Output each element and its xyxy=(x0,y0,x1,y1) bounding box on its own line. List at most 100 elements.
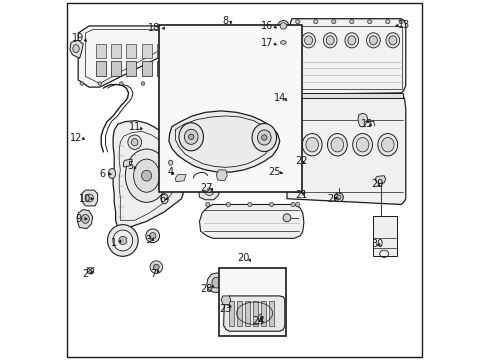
Ellipse shape xyxy=(347,36,355,45)
Bar xyxy=(156,44,166,58)
Text: 26: 26 xyxy=(327,194,339,204)
Ellipse shape xyxy=(336,195,340,199)
Ellipse shape xyxy=(149,233,156,239)
Ellipse shape xyxy=(86,194,93,202)
Ellipse shape xyxy=(334,193,343,202)
Polygon shape xyxy=(168,111,279,172)
Ellipse shape xyxy=(295,19,299,24)
Text: 15: 15 xyxy=(361,119,373,129)
Ellipse shape xyxy=(150,261,163,274)
Bar xyxy=(373,216,396,256)
Ellipse shape xyxy=(206,188,211,192)
Ellipse shape xyxy=(349,19,353,24)
Polygon shape xyxy=(374,176,385,184)
Text: 28: 28 xyxy=(200,284,212,294)
Ellipse shape xyxy=(80,82,83,85)
Text: 29: 29 xyxy=(370,179,383,189)
Text: 13: 13 xyxy=(397,20,409,30)
Ellipse shape xyxy=(323,33,336,48)
Text: 22: 22 xyxy=(295,156,307,166)
Ellipse shape xyxy=(133,159,159,192)
Polygon shape xyxy=(70,40,83,58)
Bar xyxy=(244,301,250,326)
Ellipse shape xyxy=(280,23,286,29)
Polygon shape xyxy=(206,273,227,292)
Polygon shape xyxy=(175,175,186,182)
Ellipse shape xyxy=(257,130,270,145)
Ellipse shape xyxy=(290,202,295,207)
Ellipse shape xyxy=(356,138,368,152)
Ellipse shape xyxy=(107,225,138,256)
Text: 4: 4 xyxy=(167,167,173,177)
Polygon shape xyxy=(223,296,284,331)
Ellipse shape xyxy=(283,214,290,222)
Ellipse shape xyxy=(367,19,371,24)
Bar xyxy=(111,44,121,58)
Ellipse shape xyxy=(398,19,403,24)
Bar xyxy=(96,44,106,58)
Bar xyxy=(126,44,136,58)
Ellipse shape xyxy=(225,202,230,207)
Ellipse shape xyxy=(295,202,299,207)
Ellipse shape xyxy=(205,202,209,207)
Text: 16: 16 xyxy=(260,21,272,31)
Text: 23: 23 xyxy=(219,304,231,314)
Ellipse shape xyxy=(381,138,393,152)
Bar xyxy=(218,268,285,336)
Polygon shape xyxy=(78,26,171,87)
Ellipse shape xyxy=(368,36,377,45)
Ellipse shape xyxy=(277,39,288,46)
Ellipse shape xyxy=(277,21,288,31)
Text: 8: 8 xyxy=(222,16,228,26)
Ellipse shape xyxy=(269,202,273,207)
Ellipse shape xyxy=(161,194,168,204)
Ellipse shape xyxy=(73,45,79,53)
Bar xyxy=(253,301,258,326)
Ellipse shape xyxy=(251,123,276,152)
Ellipse shape xyxy=(131,139,138,146)
Text: 5: 5 xyxy=(126,161,133,171)
Text: 30: 30 xyxy=(370,239,382,249)
Ellipse shape xyxy=(141,82,144,85)
Polygon shape xyxy=(216,170,227,181)
Bar xyxy=(159,25,302,192)
Polygon shape xyxy=(123,159,132,167)
Ellipse shape xyxy=(247,202,251,207)
Ellipse shape xyxy=(179,123,203,151)
Text: 14: 14 xyxy=(273,93,285,103)
Text: 25: 25 xyxy=(267,167,280,177)
Text: 9: 9 xyxy=(75,214,81,224)
Text: 6: 6 xyxy=(99,168,105,179)
Bar xyxy=(286,93,402,98)
Ellipse shape xyxy=(119,237,126,245)
Ellipse shape xyxy=(81,215,89,223)
Ellipse shape xyxy=(127,135,141,149)
Bar xyxy=(96,61,106,76)
Ellipse shape xyxy=(385,33,399,48)
Text: 17: 17 xyxy=(260,38,272,48)
Bar xyxy=(111,61,121,76)
Text: 3: 3 xyxy=(144,235,151,246)
Ellipse shape xyxy=(113,230,132,251)
Text: 18: 18 xyxy=(147,23,160,33)
Text: 24: 24 xyxy=(251,316,264,326)
Text: 2: 2 xyxy=(82,269,88,279)
Text: 27: 27 xyxy=(200,183,212,193)
Bar xyxy=(156,61,166,76)
Text: 12: 12 xyxy=(70,132,82,143)
Ellipse shape xyxy=(166,82,170,85)
Ellipse shape xyxy=(159,82,163,85)
Ellipse shape xyxy=(302,134,322,156)
Ellipse shape xyxy=(301,33,315,48)
Ellipse shape xyxy=(388,36,396,45)
Ellipse shape xyxy=(188,134,194,140)
Ellipse shape xyxy=(280,41,285,44)
Ellipse shape xyxy=(120,82,123,85)
Bar xyxy=(141,44,151,58)
Bar xyxy=(237,301,242,326)
Ellipse shape xyxy=(325,36,333,45)
Ellipse shape xyxy=(204,185,214,195)
Text: 21: 21 xyxy=(295,190,307,200)
Ellipse shape xyxy=(184,129,198,144)
Ellipse shape xyxy=(108,168,115,179)
